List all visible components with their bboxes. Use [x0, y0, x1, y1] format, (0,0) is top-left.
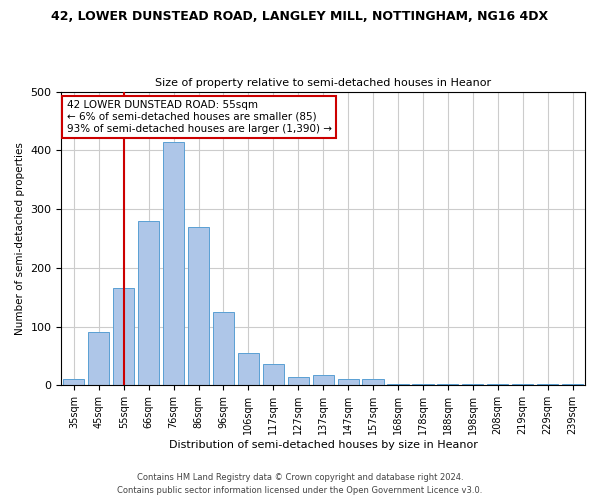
- Bar: [138, 221, 159, 386]
- Bar: [512, 384, 533, 386]
- Bar: [88, 332, 109, 386]
- Text: 42, LOWER DUNSTEAD ROAD, LANGLEY MILL, NOTTINGHAM, NG16 4DX: 42, LOWER DUNSTEAD ROAD, LANGLEY MILL, N…: [52, 10, 548, 23]
- Bar: [437, 384, 458, 386]
- Bar: [113, 288, 134, 386]
- Text: Contains HM Land Registry data © Crown copyright and database right 2024.
Contai: Contains HM Land Registry data © Crown c…: [118, 474, 482, 495]
- Bar: [412, 384, 434, 386]
- Bar: [213, 312, 234, 386]
- Bar: [287, 376, 309, 386]
- X-axis label: Distribution of semi-detached houses by size in Heanor: Distribution of semi-detached houses by …: [169, 440, 478, 450]
- Bar: [313, 376, 334, 386]
- Bar: [462, 384, 484, 386]
- Bar: [163, 142, 184, 386]
- Bar: [562, 384, 583, 386]
- Bar: [338, 380, 359, 386]
- Y-axis label: Number of semi-detached properties: Number of semi-detached properties: [15, 142, 25, 335]
- Bar: [537, 384, 558, 386]
- Bar: [63, 380, 85, 386]
- Bar: [362, 380, 383, 386]
- Text: 42 LOWER DUNSTEAD ROAD: 55sqm
← 6% of semi-detached houses are smaller (85)
93% : 42 LOWER DUNSTEAD ROAD: 55sqm ← 6% of se…: [67, 100, 332, 134]
- Bar: [263, 364, 284, 386]
- Bar: [388, 384, 409, 386]
- Bar: [188, 226, 209, 386]
- Bar: [487, 384, 508, 386]
- Title: Size of property relative to semi-detached houses in Heanor: Size of property relative to semi-detach…: [155, 78, 491, 88]
- Bar: [238, 353, 259, 386]
